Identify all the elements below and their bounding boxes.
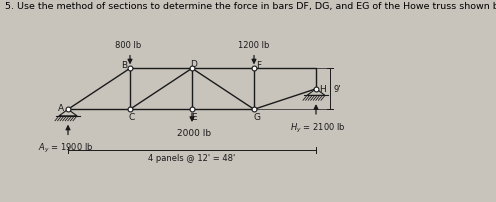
Text: C: C (129, 112, 135, 121)
Text: H: H (318, 85, 325, 94)
Text: D: D (190, 60, 197, 68)
Text: B: B (121, 61, 127, 69)
Text: E: E (191, 112, 197, 121)
Text: F: F (256, 61, 261, 69)
Text: G: G (253, 112, 260, 121)
Text: $A_y$ = 1900 lb: $A_y$ = 1900 lb (38, 142, 94, 155)
Text: 9': 9' (334, 85, 342, 94)
Text: A: A (58, 103, 64, 112)
Text: 4 panels @ 12' = 48': 4 panels @ 12' = 48' (148, 154, 236, 162)
Text: 2000 lb: 2000 lb (177, 128, 211, 137)
Text: 5. Use the method of sections to determine the force in bars DF, DG, and EG of t: 5. Use the method of sections to determi… (5, 2, 496, 11)
Text: $H_y$ = 2100 lb: $H_y$ = 2100 lb (290, 121, 346, 134)
Text: 800 lb: 800 lb (115, 41, 141, 49)
Text: 1200 lb: 1200 lb (238, 41, 270, 49)
